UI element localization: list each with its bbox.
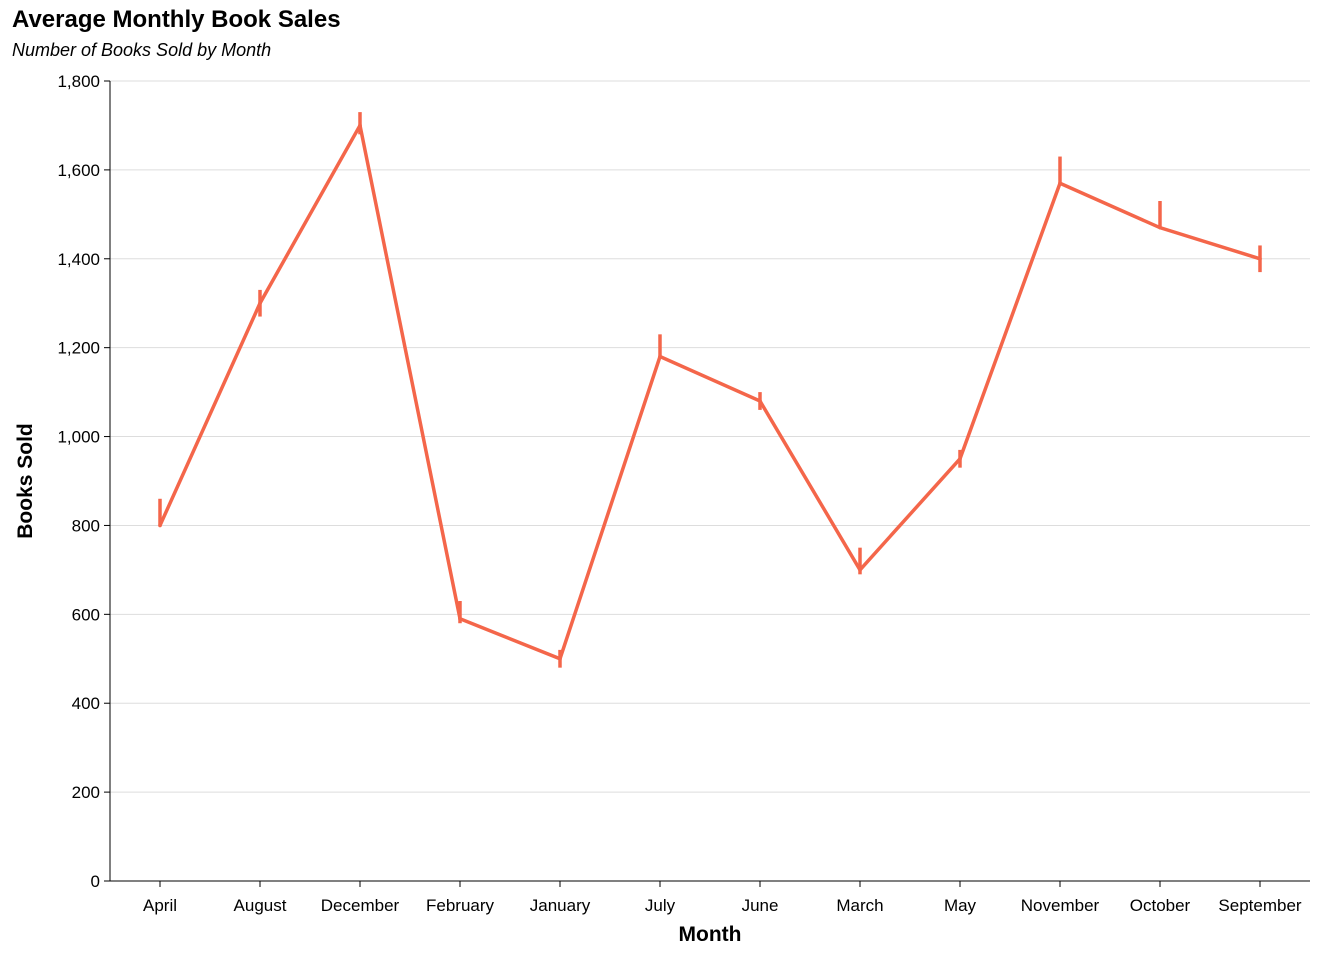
x-axis-title: Month	[679, 923, 742, 946]
x-tick-label: January	[530, 896, 591, 915]
y-tick-label: 1,200	[57, 339, 100, 358]
x-tick-label: February	[426, 896, 495, 915]
tick-labels: 0 200 400 600 800 1,000 1,200 1,400 1,600 1,800 Ap…	[57, 72, 1301, 915]
chart-title: Average Monthly Book Sales	[12, 6, 341, 33]
series-line-path	[158, 120, 1261, 662]
y-tick-label: 1,800	[57, 72, 100, 91]
data-point	[358, 123, 362, 128]
y-axis-title: Books Sold	[14, 423, 37, 539]
x-tick-label: August	[234, 896, 287, 915]
x-tick-label: July	[645, 896, 676, 915]
data-point	[1258, 256, 1262, 261]
y-tick-label: 800	[72, 516, 100, 535]
y-tick-label: 1,600	[57, 161, 100, 180]
x-tick-label: June	[742, 896, 779, 915]
y-tick-label: 1,000	[57, 428, 100, 447]
data-point	[158, 523, 162, 528]
data-point	[658, 354, 662, 359]
y-tick-label: 1,400	[57, 250, 100, 269]
x-tick-label: March	[836, 896, 883, 915]
x-tick-label: April	[143, 896, 177, 915]
x-tick-label: November	[1021, 896, 1100, 915]
axes	[104, 80, 1310, 887]
x-tick-label: May	[944, 896, 977, 915]
y-tick-label: 0	[91, 872, 100, 891]
data-point	[558, 656, 562, 661]
data-point	[758, 399, 762, 403]
data-point	[958, 456, 962, 461]
data-point	[458, 616, 462, 621]
y-tick-label: 600	[72, 605, 100, 624]
data-point	[858, 568, 862, 572]
grid-lines	[110, 80, 1310, 793]
data-point	[1158, 225, 1162, 230]
chart-subtitle: Number of Books Sold by Month	[12, 40, 272, 60]
data-point	[1058, 181, 1062, 186]
series-line	[158, 112, 1262, 668]
y-tick-label: 400	[72, 694, 100, 713]
x-tick-label: September	[1218, 896, 1301, 915]
data-point	[258, 301, 262, 306]
x-tick-label: December	[321, 896, 400, 915]
y-tick-label: 200	[72, 783, 100, 802]
x-tick-label: October	[1130, 896, 1191, 915]
